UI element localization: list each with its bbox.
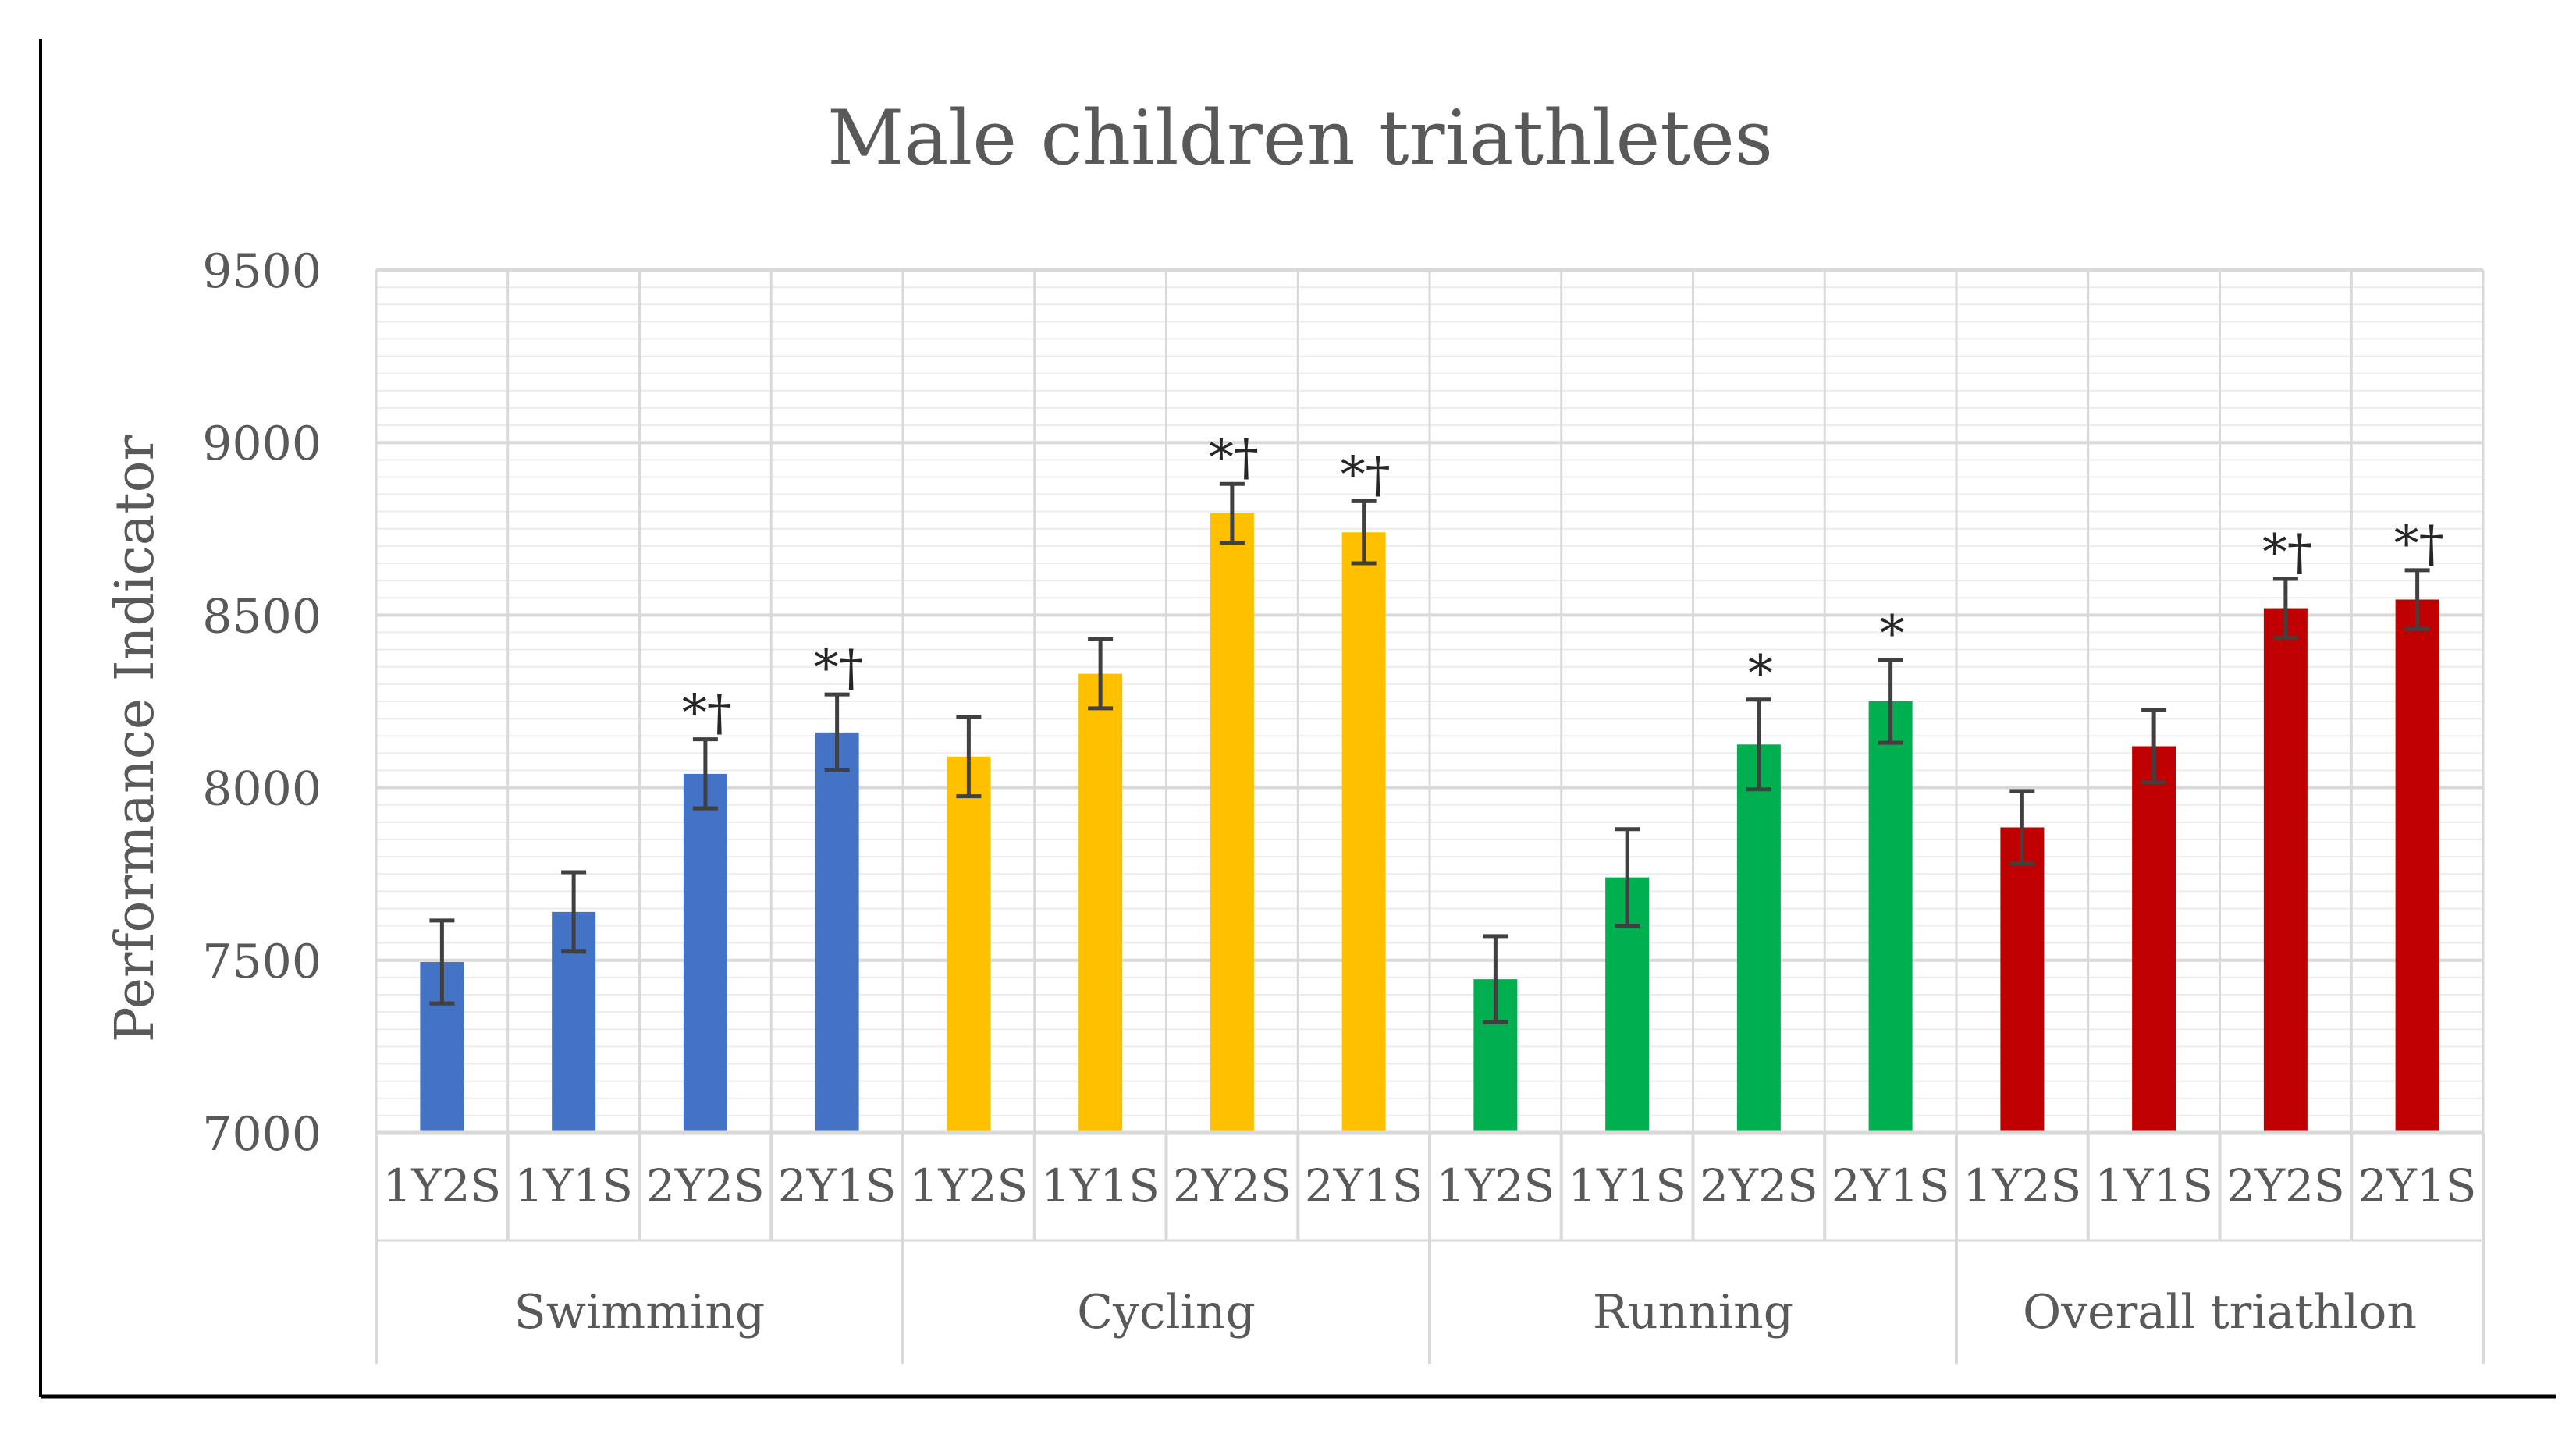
significance-marker: *† xyxy=(2394,516,2444,573)
bar xyxy=(947,756,991,1133)
significance-marker: *† xyxy=(682,685,732,743)
group-label: Swimming xyxy=(514,1285,766,1340)
gridlines xyxy=(375,268,2485,1134)
axes xyxy=(375,1130,2485,1364)
x-tick-label: 1Y1S xyxy=(2095,1159,2213,1212)
y-tick-label: 7000 xyxy=(202,1107,322,1162)
significance-marker: *† xyxy=(814,640,864,697)
bars xyxy=(420,481,2439,1133)
bar xyxy=(1341,532,1386,1133)
x-tick-label: 1Y1S xyxy=(514,1159,633,1212)
bar xyxy=(1736,744,1781,1133)
y-tick-label: 9500 xyxy=(202,244,322,299)
x-tick-label: 1Y2S xyxy=(909,1159,1028,1212)
x-tick-label: 2Y2S xyxy=(1173,1159,1292,1212)
group-label: Cycling xyxy=(1077,1285,1256,1340)
y-tick-label: 7500 xyxy=(202,935,322,989)
y-tick-label: 9000 xyxy=(202,417,322,471)
x-tick-label: 1Y1S xyxy=(1568,1159,1686,1212)
x-tick-label: 2Y1S xyxy=(778,1159,897,1212)
y-tick-label: 8000 xyxy=(202,762,322,817)
chart-title: Male children triathletes xyxy=(827,94,1773,182)
bar xyxy=(815,732,859,1133)
x-tick-label: 1Y2S xyxy=(1963,1159,2081,1212)
bar xyxy=(2263,608,2308,1133)
bar xyxy=(1078,673,1123,1133)
x-tick-label: 2Y2S xyxy=(646,1159,765,1212)
bar xyxy=(2395,599,2439,1133)
significance-marker: *† xyxy=(1341,446,1391,504)
x-tick-label: 1Y1S xyxy=(1041,1159,1160,1212)
bar xyxy=(683,773,727,1133)
bar xyxy=(2132,746,2176,1133)
significance-marker: *† xyxy=(2262,524,2312,582)
x-tick-label: 2Y1S xyxy=(2358,1159,2477,1212)
y-tick-label: 8500 xyxy=(202,589,322,644)
significance-marker: * xyxy=(1880,605,1905,663)
x-tick-label: 1Y2S xyxy=(1436,1159,1554,1212)
group-label: Running xyxy=(1593,1285,1793,1340)
x-tick-label: 1Y2S xyxy=(382,1159,501,1212)
bar xyxy=(1868,701,1913,1133)
group-label: Overall triathlon xyxy=(2023,1285,2417,1340)
bar xyxy=(2000,827,2045,1133)
x-tick-label: 2Y1S xyxy=(1305,1159,1423,1212)
x-tick-label: 2Y2S xyxy=(1700,1159,1818,1212)
y-axis-label: Performance Indicator xyxy=(105,435,166,1042)
x-tick-label: 2Y1S xyxy=(1832,1159,1950,1212)
significance-marker: *† xyxy=(1209,429,1259,487)
significance-marker: * xyxy=(1748,645,1773,703)
bar xyxy=(1210,513,1254,1133)
x-tick-label: 2Y2S xyxy=(2226,1159,2345,1212)
